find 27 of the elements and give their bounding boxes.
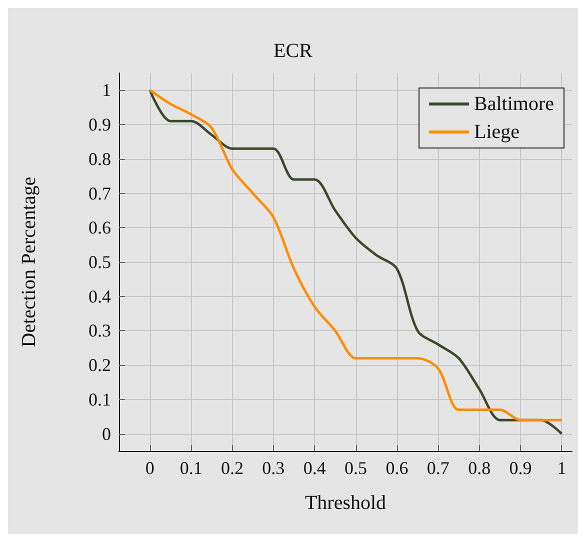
x-tick-label: 0: [145, 458, 154, 478]
x-axis-title: Threshold: [304, 492, 386, 514]
y-tick-label: 0.8: [88, 148, 111, 169]
x-tick-label: 0.3: [262, 458, 285, 478]
y-tick-label: 1: [102, 80, 111, 100]
y-tick-label: 0.4: [88, 286, 111, 306]
chart-title: ECR: [274, 40, 314, 62]
x-tick-label: 0.7: [426, 458, 450, 478]
y-tick-label: 0.3: [88, 320, 111, 341]
x-tick-label: 1: [557, 458, 566, 478]
legend-label: Liege: [474, 121, 520, 143]
y-tick-label: 0.2: [88, 355, 111, 376]
y-tick-label: 0: [102, 424, 111, 444]
x-tick-label: 0.2: [221, 458, 244, 478]
x-tick-label: 0.5: [344, 458, 368, 478]
x-tick-label: 0.6: [386, 458, 408, 478]
y-tick-label: 0.9: [88, 114, 111, 135]
legend-label: Baltimore: [474, 93, 554, 115]
x-tick-label: 0.4: [303, 458, 326, 478]
x-tick-label: 0.1: [180, 458, 202, 478]
x-tick-label: 0.8: [468, 458, 491, 478]
y-tick-label: 0.5: [88, 252, 111, 272]
y-tick-label: 0.1: [88, 389, 111, 410]
y-axis-title: Detection Percentage: [18, 176, 40, 348]
x-tick-label: 0.9: [509, 458, 532, 478]
y-tick-label: 0.7: [88, 183, 111, 204]
y-tick-label: 0.6: [88, 218, 111, 238]
